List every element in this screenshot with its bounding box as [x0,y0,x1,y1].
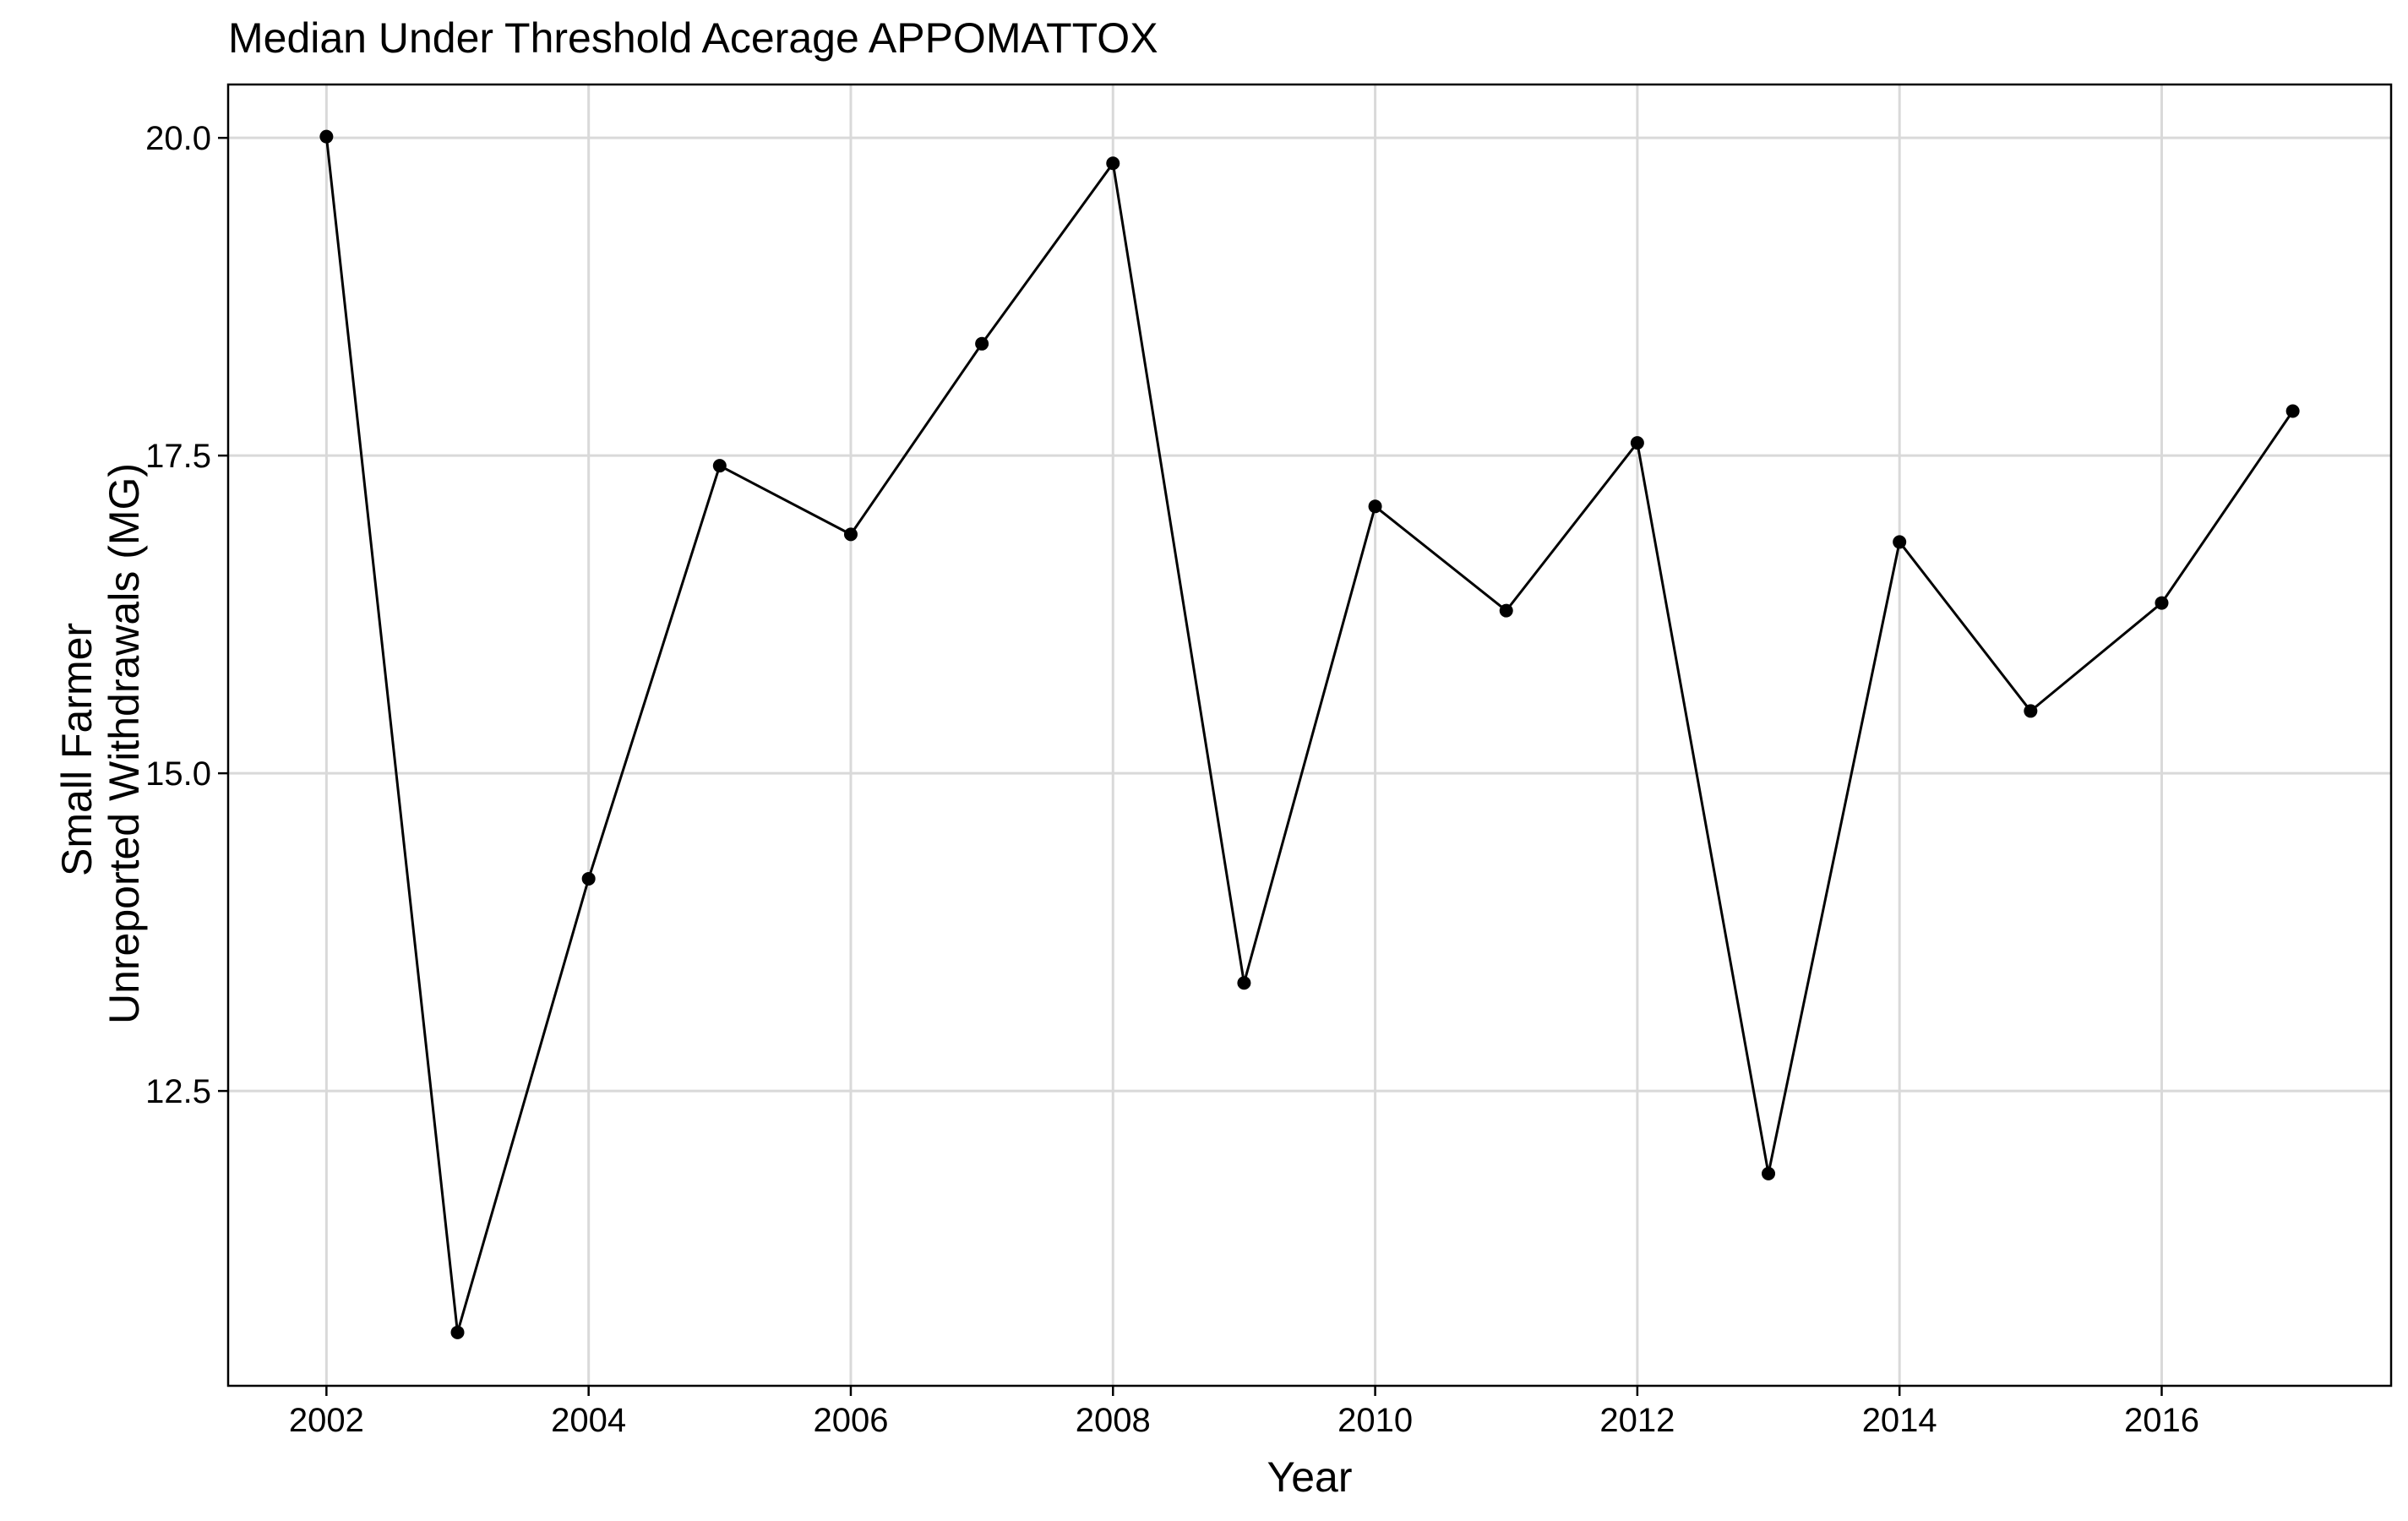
data-point [712,459,727,473]
grid [228,84,2391,1386]
axis-ticks: 2002 2004 2006 2008 2010 2012 2014 2016 12.5 15.0… [145,120,2199,1439]
y-tick-label: 12.5 [145,1073,211,1110]
data-point [1893,535,1907,549]
y-axis-title-line-2: Unreported Withdrawals (MG) [101,463,148,1024]
data-point [1368,499,1382,514]
plot-panel-border [226,83,2393,1387]
x-tick-label: 2002 [289,1402,364,1439]
x-tick-label: 2012 [1599,1402,1675,1439]
y-tick-label: 17.5 [145,438,211,475]
y-tick-label: 20.0 [145,120,211,157]
data-point [1762,1166,1776,1180]
y-axis-title-line-1: Small Farmer [53,623,101,876]
data-point [450,1325,465,1339]
data-point [2155,596,2169,610]
x-tick-label: 2006 [813,1402,888,1439]
y-tick-label: 15.0 [145,755,211,793]
data-point [843,527,858,542]
series-line [324,136,2294,1333]
chart-title: Median Under Threshold Acerage APPOMATTO… [228,14,1158,62]
data-point [2285,404,2300,418]
data-point [2024,704,2038,718]
x-tick-label: 2014 [1862,1402,1937,1439]
series-group [319,129,2300,1339]
data-point [1499,603,1513,618]
data-point [319,129,334,144]
data-point [581,871,596,886]
data-point [1237,976,1251,990]
x-tick-label: 2004 [551,1402,626,1439]
x-tick-label: 2010 [1337,1402,1413,1439]
x-axis-title: Year [1267,1453,1352,1501]
data-point [1630,436,1644,450]
x-tick-label: 2016 [2124,1402,2199,1439]
x-tick-label: 2008 [1076,1402,1151,1439]
y-axis-title: Small Farmer Unreported Withdrawals (MG) [53,463,148,1024]
data-point [975,336,989,351]
data-point [1106,156,1120,171]
